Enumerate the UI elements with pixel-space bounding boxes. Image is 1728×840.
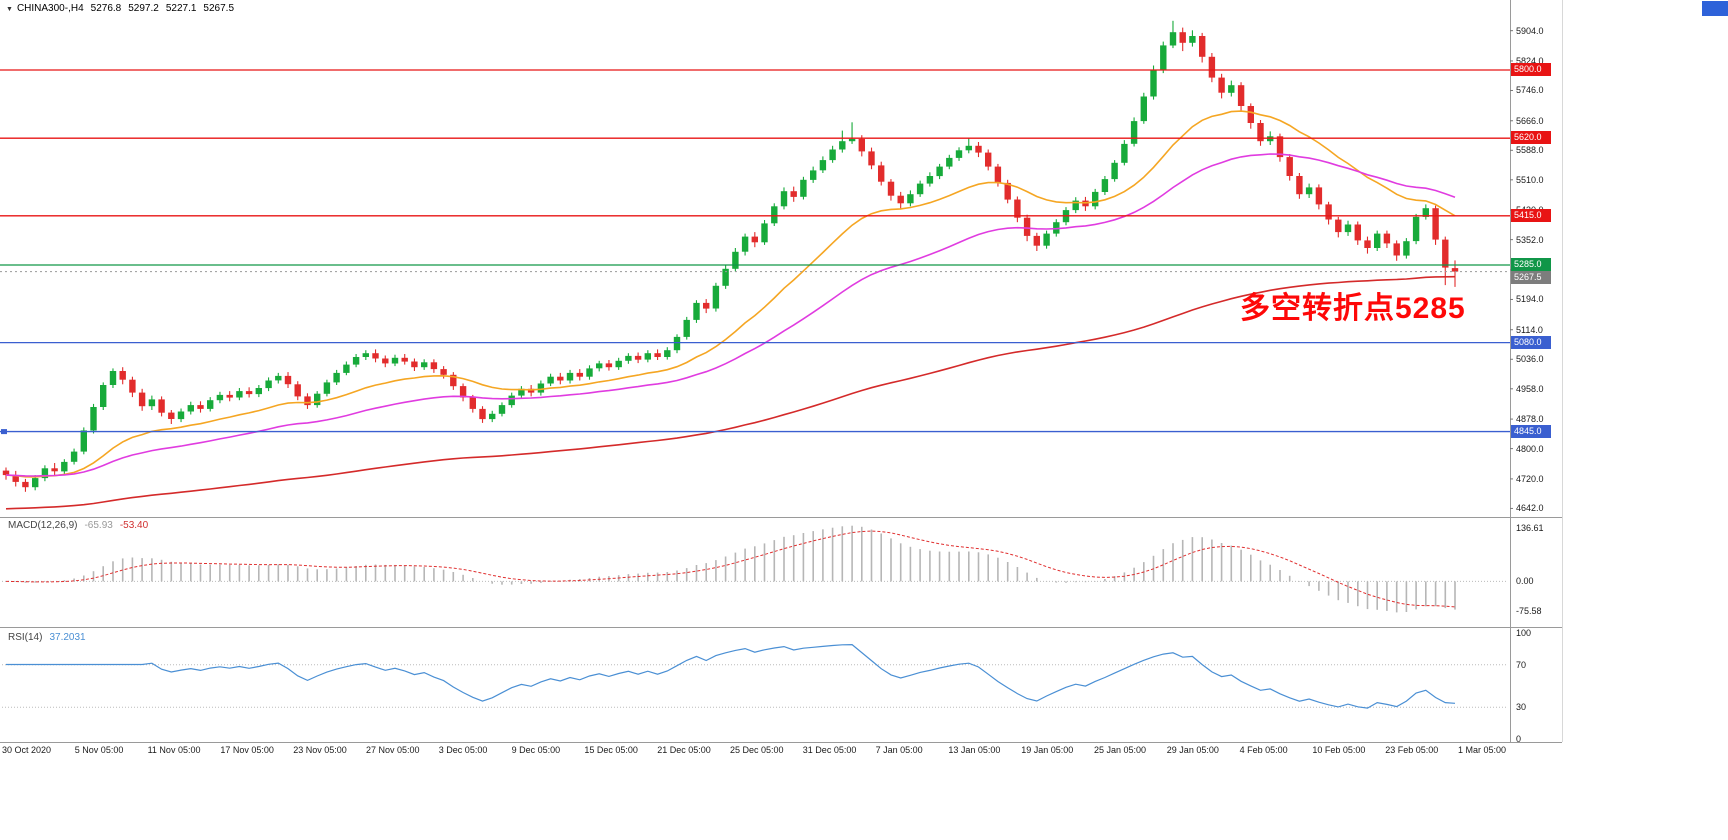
chart-header: ▼ CHINA300-,H4 5276.8 5297.2 5227.1 5267.5 [6, 3, 234, 14]
macd-indicator-name: MACD(12,26,9) [8, 520, 78, 531]
rsi-label-row: RSI(14) 37.2031 [8, 632, 86, 643]
ma-fast-line [5, 110, 1456, 478]
ohlc-low: 5227.1 [165, 3, 197, 14]
ohlc-close: 5267.5 [203, 3, 235, 14]
symbol-title: CHINA300-,H4 [16, 3, 84, 14]
macd-value-main: -65.93 [84, 520, 113, 531]
ohlc-high: 5297.2 [128, 3, 159, 14]
corner-badge [1702, 1, 1728, 16]
macd-histogram [14, 525, 1456, 613]
macd-signal-line [5, 530, 1456, 608]
hline-anchor[interactable] [1, 429, 7, 435]
symbol-dropdown-icon[interactable]: ▼ [6, 6, 13, 13]
ohlc-open: 5276.8 [90, 3, 122, 14]
candles-layer [2, 20, 1459, 492]
ma-slow-line [5, 275, 1456, 510]
macd-label-row: MACD(12,26,9) -65.93 -53.40 [8, 520, 148, 531]
rsi-value: 37.2031 [49, 632, 86, 643]
rsi-line [6, 643, 1456, 709]
rsi-indicator-name: RSI(14) [8, 632, 43, 643]
annotation-text: 多空转折点5285 [1240, 292, 1466, 325]
ma-mid-line [5, 153, 1456, 477]
macd-value-signal: -53.40 [119, 520, 149, 531]
